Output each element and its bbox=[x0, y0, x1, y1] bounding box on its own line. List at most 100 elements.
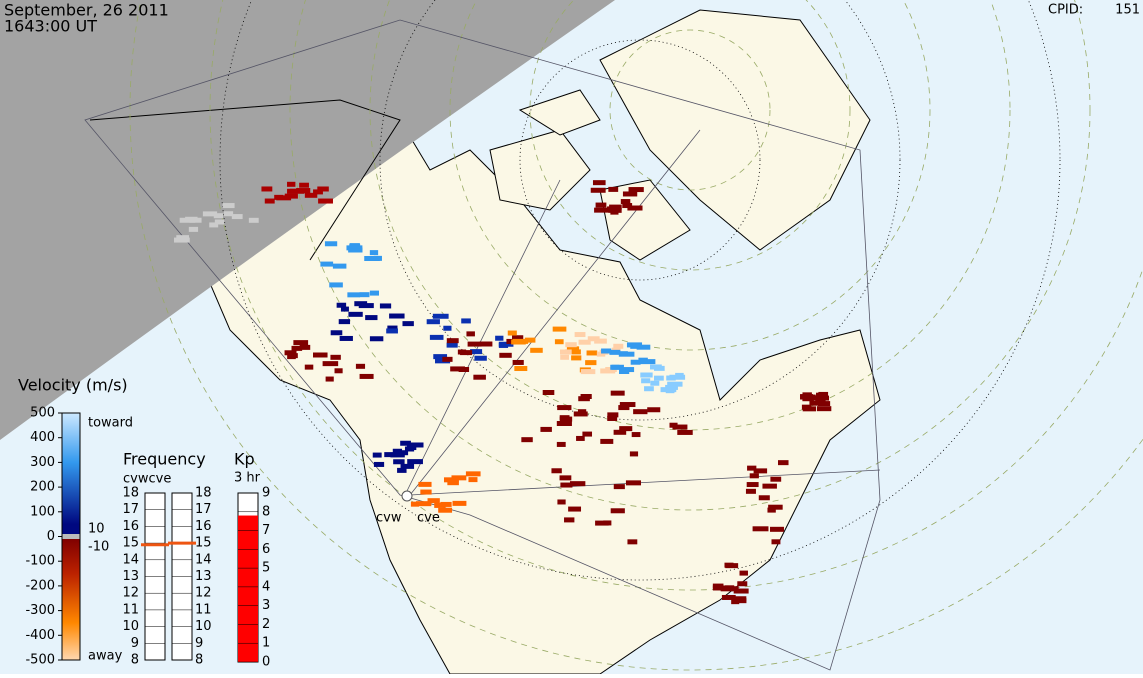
echo-cell bbox=[560, 349, 572, 355]
echo-cell bbox=[359, 292, 370, 298]
echo-cell bbox=[739, 570, 748, 576]
echo-cell bbox=[438, 507, 453, 513]
away-label: away bbox=[88, 649, 123, 664]
echo-cell bbox=[276, 195, 292, 201]
echo-cell bbox=[590, 187, 606, 193]
echo-cell bbox=[622, 191, 638, 197]
echo-cell bbox=[571, 355, 582, 361]
time: 1643:00 UT bbox=[4, 17, 97, 36]
echo-cell bbox=[667, 381, 683, 387]
radar-label: cvw bbox=[376, 511, 402, 526]
echo-cell bbox=[802, 406, 817, 412]
echo-cell bbox=[304, 192, 318, 198]
echo-cell bbox=[402, 321, 414, 327]
frequency-tick-label: 17 bbox=[122, 502, 139, 517]
kp-tick-label: 9 bbox=[262, 486, 270, 501]
ten-label: 10 bbox=[88, 522, 105, 537]
echo-cell bbox=[434, 502, 446, 508]
frequency-tick-label: 16 bbox=[122, 519, 139, 534]
radar-site bbox=[401, 490, 413, 502]
kp-tick-label: 8 bbox=[262, 504, 270, 519]
kp-tick-label: 5 bbox=[262, 561, 270, 576]
echo-cell bbox=[630, 359, 641, 365]
echo-cell bbox=[665, 388, 675, 394]
velocity-tick-label: 300 bbox=[30, 455, 55, 470]
echo-cell bbox=[669, 422, 678, 428]
echo-cell bbox=[393, 459, 405, 465]
kp-fill bbox=[238, 515, 258, 662]
echo-cell bbox=[284, 193, 298, 199]
echo-cell bbox=[746, 482, 759, 488]
frequency-tick-label: 18 bbox=[195, 486, 212, 501]
echo-cell bbox=[580, 394, 592, 400]
echo-cell bbox=[348, 311, 363, 317]
frequency-tick-label: 10 bbox=[122, 619, 139, 634]
echo-cell bbox=[568, 506, 582, 512]
echo-cell bbox=[289, 353, 298, 359]
echo-cell bbox=[299, 182, 309, 188]
echo-cell bbox=[770, 476, 782, 482]
echo-cell bbox=[185, 216, 198, 222]
echo-cell bbox=[426, 319, 440, 325]
echo-cell bbox=[613, 429, 627, 435]
echo-cell bbox=[767, 507, 776, 513]
frequency-tick-label: 12 bbox=[122, 586, 139, 601]
echo-cell bbox=[349, 243, 361, 249]
frequency-tick-label: 9 bbox=[131, 636, 139, 651]
echo-cell bbox=[369, 290, 380, 296]
echo-cell bbox=[731, 599, 740, 605]
echo-cell bbox=[427, 498, 440, 504]
echo-cell bbox=[318, 198, 333, 204]
echo-cell bbox=[816, 406, 832, 412]
island bbox=[489, 129, 591, 211]
echo-cell bbox=[339, 335, 353, 341]
echo-cell bbox=[629, 451, 639, 457]
echo-cell bbox=[566, 346, 580, 352]
echo-cell bbox=[585, 360, 597, 366]
echo-cell bbox=[647, 407, 661, 413]
kp-tick-label: 0 bbox=[262, 655, 270, 670]
echo-cell bbox=[576, 435, 585, 441]
velocity-tick-label: 200 bbox=[30, 480, 55, 495]
echo-cell bbox=[770, 526, 784, 532]
echo-cell bbox=[540, 426, 552, 432]
echo-cell bbox=[777, 460, 789, 466]
echo-cell bbox=[447, 480, 459, 486]
echo-cell bbox=[348, 247, 363, 253]
echo-cell bbox=[507, 330, 517, 336]
echoes bbox=[174, 180, 832, 605]
echo-cell bbox=[665, 384, 678, 390]
echo-cell bbox=[768, 504, 783, 510]
echo-cell bbox=[222, 203, 235, 209]
echo-cell bbox=[560, 354, 570, 360]
echo-cell bbox=[470, 349, 483, 355]
echo-cell bbox=[737, 581, 748, 587]
echo-cell bbox=[626, 342, 643, 348]
echo-cell bbox=[291, 345, 303, 351]
echo-cell bbox=[264, 198, 275, 204]
echo-cell bbox=[542, 390, 555, 396]
frequency-tick-label: 13 bbox=[122, 569, 139, 584]
echo-cell bbox=[758, 495, 770, 501]
echo-cell bbox=[622, 203, 633, 209]
echo-cell bbox=[443, 477, 459, 483]
echo-cell bbox=[330, 330, 343, 336]
echo-cell bbox=[223, 211, 234, 217]
echo-cell bbox=[745, 488, 756, 494]
echo-cell bbox=[415, 501, 432, 507]
echo-cell bbox=[325, 376, 334, 382]
echo-cell bbox=[202, 211, 218, 217]
echo-cell bbox=[569, 481, 586, 487]
echo-cell bbox=[313, 352, 328, 358]
echo-cell bbox=[248, 217, 259, 223]
echo-cell bbox=[582, 431, 593, 437]
echo-cell bbox=[601, 348, 612, 354]
echo-cell bbox=[313, 189, 323, 195]
echo-cell bbox=[214, 219, 225, 225]
echo-cell bbox=[603, 520, 612, 526]
echo-cell bbox=[619, 369, 630, 375]
frequency-tick-label: 17 bbox=[195, 502, 212, 517]
echo-cell bbox=[733, 588, 749, 594]
echo-cell bbox=[639, 359, 656, 365]
